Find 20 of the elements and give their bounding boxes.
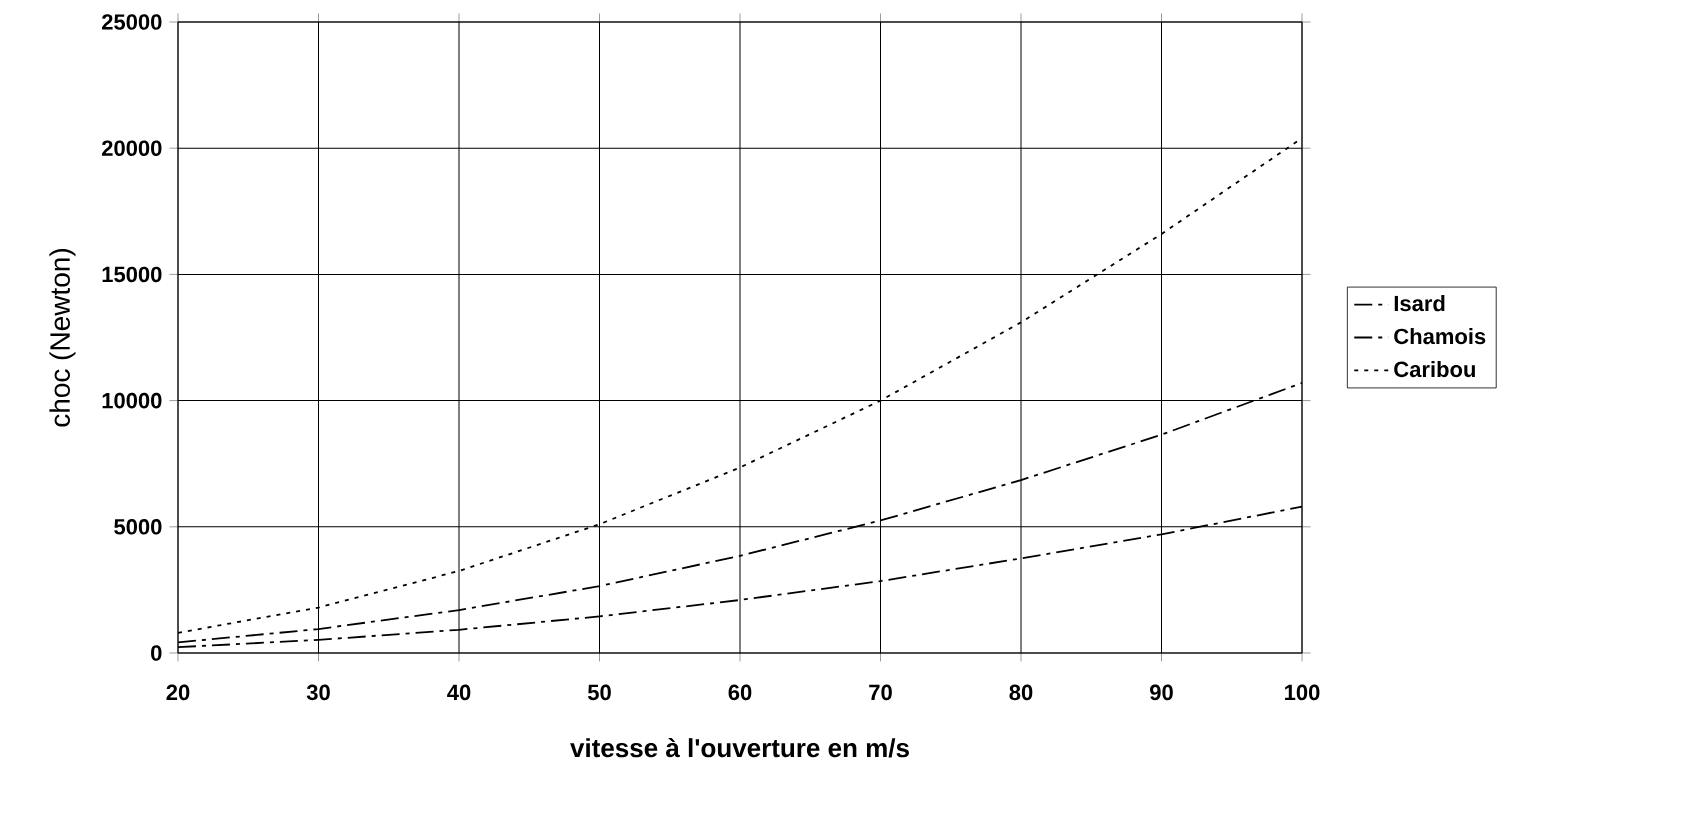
legend-label: Caribou xyxy=(1394,360,1475,378)
y-tick-label: 25000 xyxy=(101,14,162,30)
x-tick-label: 90 xyxy=(1150,684,1173,701)
y-tick-label: 20000 xyxy=(101,140,162,156)
x-tick-label: 60 xyxy=(728,684,752,701)
x-tick-label: 30 xyxy=(306,684,330,701)
legend-label: Isard xyxy=(1394,295,1445,312)
y-tick-label: 10000 xyxy=(102,392,162,409)
x-tick-label: 50 xyxy=(587,684,611,701)
x-tick-label: 80 xyxy=(1009,684,1033,701)
x-tick-label: 20 xyxy=(166,684,190,701)
y-axis-title: choc (Newton) xyxy=(49,249,76,427)
x-axis-title: vitesse à l'ouverture en m/s xyxy=(570,737,909,758)
x-tick-label: 40 xyxy=(447,684,471,701)
x-tick-label: 70 xyxy=(869,684,892,701)
y-tick-label: 5000 xyxy=(114,519,162,535)
y-tick-label: 0 xyxy=(151,645,162,661)
x-tick-label: 100 xyxy=(1285,684,1320,701)
y-tick-label: 15000 xyxy=(102,266,162,283)
legend-label: Chamois xyxy=(1394,328,1486,345)
